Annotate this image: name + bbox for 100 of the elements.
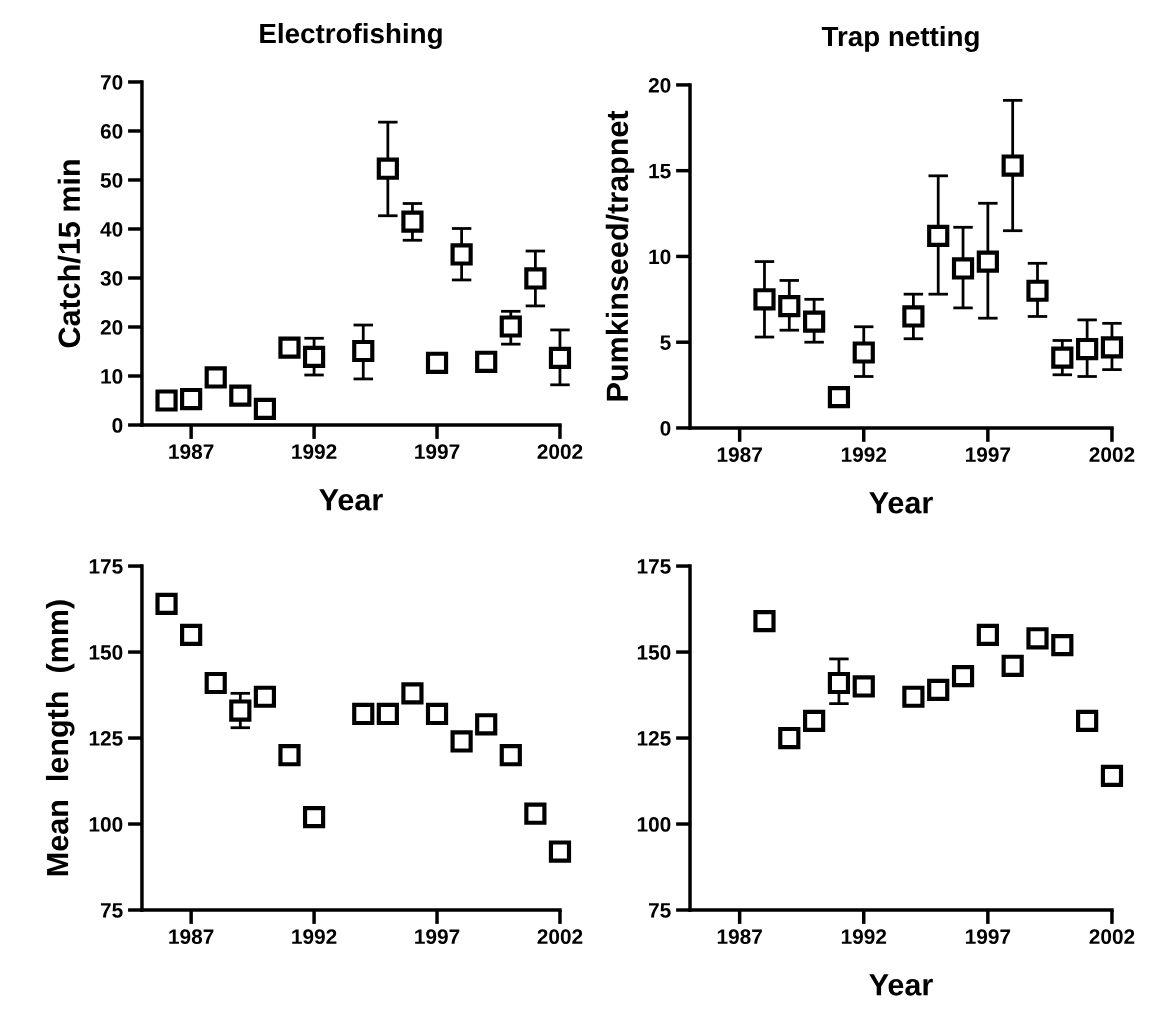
point bbox=[1076, 337, 1099, 361]
point bbox=[827, 385, 851, 409]
x-tick-label: 2002 bbox=[537, 444, 583, 460]
point bbox=[253, 685, 277, 708]
point bbox=[425, 702, 449, 726]
x-axis-title: Year bbox=[869, 974, 933, 996]
point bbox=[229, 384, 252, 407]
point bbox=[475, 713, 498, 736]
point bbox=[951, 665, 975, 688]
point bbox=[902, 685, 925, 708]
y-tick-label: 100 bbox=[637, 817, 671, 832]
x-tick-label: 1987 bbox=[717, 929, 762, 945]
point bbox=[976, 250, 999, 273]
point bbox=[803, 310, 826, 333]
point bbox=[401, 682, 424, 705]
x-tick-label: 1997 bbox=[415, 929, 460, 945]
point bbox=[302, 345, 326, 369]
y-tick-label: 0 bbox=[112, 418, 123, 433]
point bbox=[302, 806, 326, 829]
y-tick-label: 75 bbox=[100, 903, 123, 918]
y-tick-label: 20 bbox=[100, 320, 123, 335]
point bbox=[803, 709, 826, 732]
point bbox=[852, 675, 875, 698]
point bbox=[425, 351, 449, 374]
x-tick-label: 1997 bbox=[966, 447, 1011, 463]
point bbox=[1051, 634, 1074, 657]
y-tick-label: 70 bbox=[100, 74, 123, 90]
point bbox=[499, 744, 522, 767]
y-tick-label: 60 bbox=[100, 123, 123, 139]
point bbox=[548, 346, 572, 369]
x-tick-label: 2002 bbox=[537, 929, 583, 945]
x-tick-label: 1987 bbox=[169, 444, 214, 460]
y-tick-label: 15 bbox=[649, 163, 671, 179]
point bbox=[180, 623, 203, 646]
point bbox=[778, 295, 801, 318]
y-tick-label: 0 bbox=[660, 420, 671, 436]
x-tick-label: 1992 bbox=[841, 447, 887, 463]
x-tick-label: 1987 bbox=[717, 447, 762, 463]
point bbox=[548, 840, 572, 863]
x-tick-label: 1997 bbox=[966, 929, 1011, 945]
y-tick-label: 10 bbox=[101, 369, 123, 384]
y-tick-label: 125 bbox=[637, 731, 671, 746]
x-tick-label: 2002 bbox=[1089, 929, 1135, 945]
y-tick-label: 125 bbox=[89, 731, 123, 746]
x-tick-label: 1992 bbox=[292, 444, 337, 460]
point bbox=[1051, 346, 1074, 369]
y-tick-label: 5 bbox=[660, 335, 671, 350]
chart-title: Trap netting bbox=[821, 25, 979, 52]
x-tick-label: 1992 bbox=[841, 929, 887, 945]
point bbox=[253, 397, 277, 420]
x-tick-label: 1987 bbox=[169, 929, 214, 945]
y-tick-label: 10 bbox=[649, 249, 671, 265]
point bbox=[1026, 627, 1049, 650]
point bbox=[778, 726, 801, 750]
point bbox=[204, 671, 227, 695]
point bbox=[753, 609, 776, 633]
y-tick-label: 30 bbox=[100, 270, 123, 286]
point bbox=[352, 702, 375, 726]
point bbox=[155, 592, 178, 616]
point bbox=[475, 350, 498, 373]
x-tick-label: 1997 bbox=[415, 444, 460, 460]
point bbox=[976, 623, 999, 646]
point bbox=[450, 243, 473, 266]
point bbox=[401, 210, 424, 233]
point bbox=[1001, 154, 1024, 177]
y-tick-label: 20 bbox=[648, 77, 671, 93]
point bbox=[499, 315, 522, 338]
point bbox=[951, 257, 975, 280]
y-tick-label: 150 bbox=[89, 645, 123, 660]
point bbox=[1100, 336, 1124, 359]
y-tick-label: 175 bbox=[637, 559, 671, 574]
y-tick-label: 50 bbox=[100, 172, 123, 188]
point bbox=[1001, 654, 1024, 677]
point bbox=[352, 339, 375, 363]
point bbox=[278, 744, 301, 767]
y-tick-label: 100 bbox=[89, 817, 123, 832]
point bbox=[376, 702, 399, 726]
point bbox=[376, 157, 399, 180]
y-axis-title: Mean length (mm) bbox=[45, 600, 75, 876]
point bbox=[278, 336, 301, 359]
point bbox=[827, 671, 851, 695]
point bbox=[1026, 279, 1049, 302]
point bbox=[204, 366, 227, 389]
point bbox=[1100, 764, 1124, 787]
x-tick-label: 2002 bbox=[1089, 447, 1135, 463]
y-tick-label: 40 bbox=[100, 221, 123, 237]
point bbox=[927, 678, 950, 701]
point bbox=[753, 288, 776, 311]
point bbox=[1076, 709, 1099, 732]
y-tick-label: 175 bbox=[89, 559, 123, 574]
point bbox=[450, 730, 473, 753]
point bbox=[180, 387, 203, 411]
point bbox=[927, 224, 950, 247]
y-tick-label: 150 bbox=[637, 645, 671, 660]
y-tick-label: 75 bbox=[648, 903, 671, 918]
chart-title: Electrofishing bbox=[260, 22, 442, 49]
point bbox=[852, 341, 875, 364]
y-axis-title: Catch/15 min bbox=[57, 160, 81, 348]
y-axis-title: Pumkinseed/trapnet bbox=[605, 110, 635, 401]
x-axis-title: Year bbox=[869, 492, 933, 514]
